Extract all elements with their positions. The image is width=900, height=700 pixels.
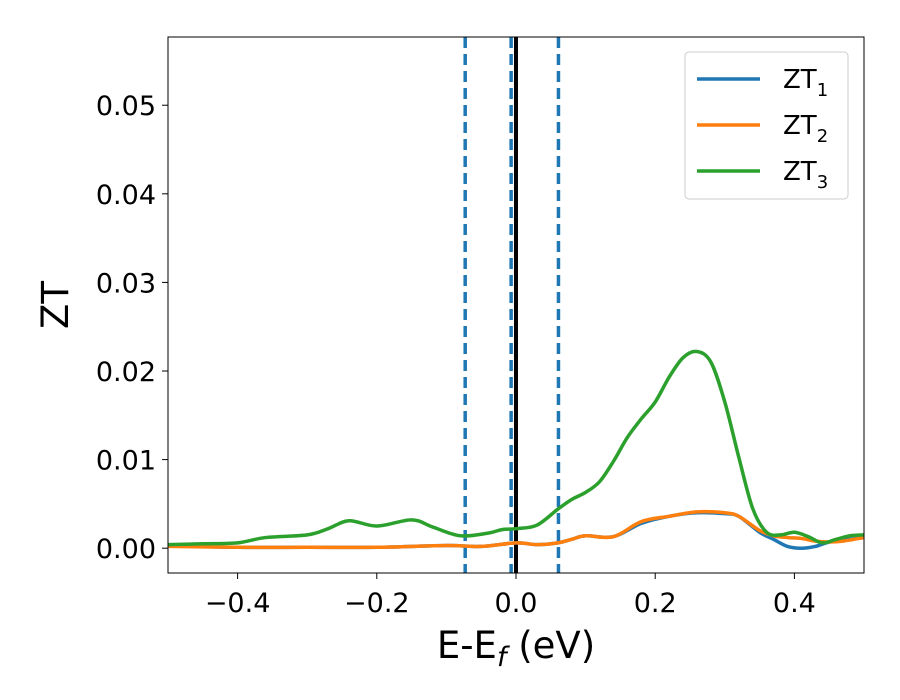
y-axis-ticks: 0.00 0.01 0.02 0.03 0.04 0.05: [96, 91, 168, 565]
y-axis-title: ZT: [34, 281, 77, 329]
x-tick-label: 0.4: [773, 588, 816, 619]
series-line-zt3: [168, 349, 864, 547]
x-tick-label: 0.2: [634, 588, 677, 619]
x-tick-label: −0.2: [344, 588, 410, 619]
y-tick-label: 0.00: [96, 534, 156, 565]
legend-label-zt1: ZT1: [783, 65, 828, 101]
series-lines: [168, 349, 864, 550]
vertical-lines: [463, 37, 561, 573]
legend-box: [684, 51, 849, 200]
x-axis-title: E-Ef (eV): [437, 624, 595, 673]
x-axis-title-unit: (eV): [506, 624, 595, 667]
x-tick-label: 0.0: [495, 588, 538, 619]
y-tick-label: 0.01: [96, 446, 156, 477]
y-tick-label: 0.04: [96, 180, 156, 211]
legend-label-zt2: ZT2: [783, 111, 828, 147]
x-tick-label: −0.4: [205, 588, 271, 619]
legend: ZT1 ZT2 ZT3: [684, 51, 849, 200]
y-tick-label: 0.05: [96, 91, 156, 122]
y-tick-label: 0.03: [96, 268, 156, 299]
x-axis-ticks: −0.4 −0.2 0.0 0.2 0.4: [205, 573, 816, 619]
series-line-zt2: [168, 509, 864, 550]
y-tick-label: 0.02: [96, 357, 156, 388]
legend-label-zt3: ZT3: [783, 157, 828, 193]
